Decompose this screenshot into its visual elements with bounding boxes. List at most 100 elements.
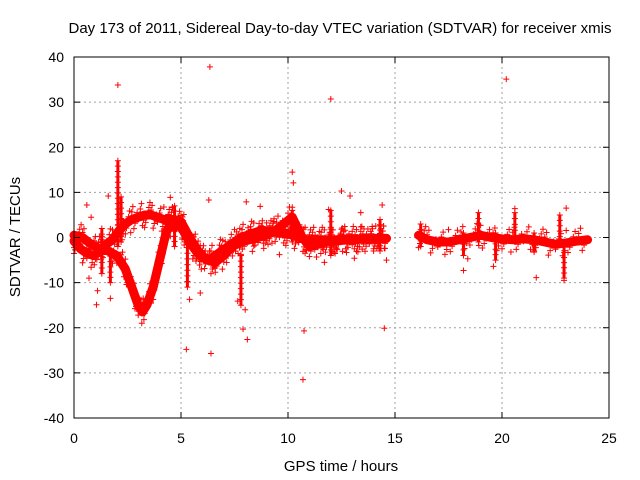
y-tick-label: 0 — [56, 230, 64, 246]
data-point — [114, 189, 121, 196]
data-point — [417, 220, 424, 227]
data-point — [152, 277, 159, 284]
data-point-outlier — [234, 298, 241, 305]
data-point — [511, 221, 518, 228]
data-point — [556, 217, 563, 224]
data-point — [92, 256, 99, 263]
data-point — [352, 231, 359, 238]
data-point — [579, 247, 586, 254]
data-point — [259, 217, 266, 224]
data-point — [153, 211, 160, 218]
data-point — [447, 248, 454, 255]
data-point — [232, 234, 239, 241]
data-point-outlier — [321, 259, 328, 266]
data-point — [229, 246, 236, 253]
data-point — [107, 253, 114, 260]
data-point — [242, 235, 249, 242]
data-point — [289, 207, 296, 214]
data-point-outlier — [460, 267, 467, 274]
data-point — [577, 225, 584, 232]
y-axis-label: SDTVAR / TECUs — [7, 177, 24, 297]
data-point — [141, 310, 148, 317]
data-point — [263, 219, 270, 226]
data-point — [238, 226, 245, 233]
data-point — [122, 230, 129, 237]
data-point — [359, 246, 366, 253]
data-point — [566, 244, 573, 251]
data-point — [200, 251, 207, 258]
data-point — [223, 259, 230, 266]
data-point — [171, 238, 178, 245]
data-point — [581, 242, 588, 249]
data-point — [504, 231, 511, 238]
data-point — [561, 259, 568, 266]
data-point — [270, 218, 277, 225]
data-point — [237, 302, 244, 309]
data-point — [482, 235, 489, 242]
data-point — [492, 229, 499, 236]
x-tick-label: 15 — [387, 430, 403, 446]
data-point — [114, 168, 121, 175]
data-point — [260, 245, 267, 252]
data-point — [195, 238, 202, 245]
data-point — [460, 252, 467, 259]
data-point — [149, 292, 156, 299]
chart-title: Day 173 of 2011, Sidereal Day-to-day VTE… — [69, 20, 612, 37]
data-point — [98, 264, 105, 271]
data-point — [119, 249, 126, 256]
data-point — [289, 217, 296, 224]
data-point — [98, 225, 105, 232]
data-point — [285, 210, 291, 217]
x-tick-label: 25 — [601, 430, 617, 446]
data-point — [154, 258, 161, 265]
data-point — [171, 213, 178, 220]
data-point — [475, 221, 482, 228]
data-point — [114, 157, 121, 164]
data-point — [536, 235, 543, 242]
data-point — [184, 250, 191, 257]
data-point — [146, 280, 153, 287]
data-point — [152, 215, 159, 222]
data-point — [237, 269, 244, 276]
data-point — [128, 209, 135, 216]
data-point-outlier — [381, 325, 388, 332]
data-point — [209, 266, 216, 273]
data-point — [98, 231, 105, 238]
data-point-outlier — [167, 194, 174, 201]
data-point-outlier — [301, 327, 308, 334]
data-point — [164, 227, 171, 234]
data-point — [460, 246, 467, 253]
data-point-outlier — [107, 295, 114, 302]
data-point — [157, 205, 164, 212]
data-point — [116, 254, 123, 261]
data-point — [429, 245, 436, 252]
data-point — [481, 240, 488, 247]
data-point — [513, 246, 520, 253]
data-point — [155, 249, 162, 256]
data-point — [556, 228, 563, 235]
data-point — [160, 204, 167, 211]
data-point-outlier — [383, 257, 390, 264]
data-point — [417, 232, 424, 239]
data-point — [531, 236, 538, 243]
data-point — [106, 241, 113, 248]
data-point-outlier — [94, 287, 101, 294]
data-point — [125, 213, 132, 220]
data-point-outlier — [338, 188, 345, 195]
data-point — [417, 226, 424, 233]
data-point — [433, 236, 440, 243]
y-tick-label: 40 — [48, 49, 64, 65]
data-point — [256, 234, 263, 241]
data-point — [516, 236, 523, 243]
data-point — [421, 227, 428, 234]
data-point — [237, 296, 244, 303]
data-point — [280, 228, 287, 235]
data-point — [492, 246, 499, 253]
data-point — [327, 224, 334, 231]
data-point — [237, 291, 244, 298]
data-point — [466, 241, 473, 248]
data-point — [226, 246, 233, 253]
data-point — [269, 224, 276, 231]
data-point — [213, 263, 220, 270]
data-point — [171, 207, 178, 214]
